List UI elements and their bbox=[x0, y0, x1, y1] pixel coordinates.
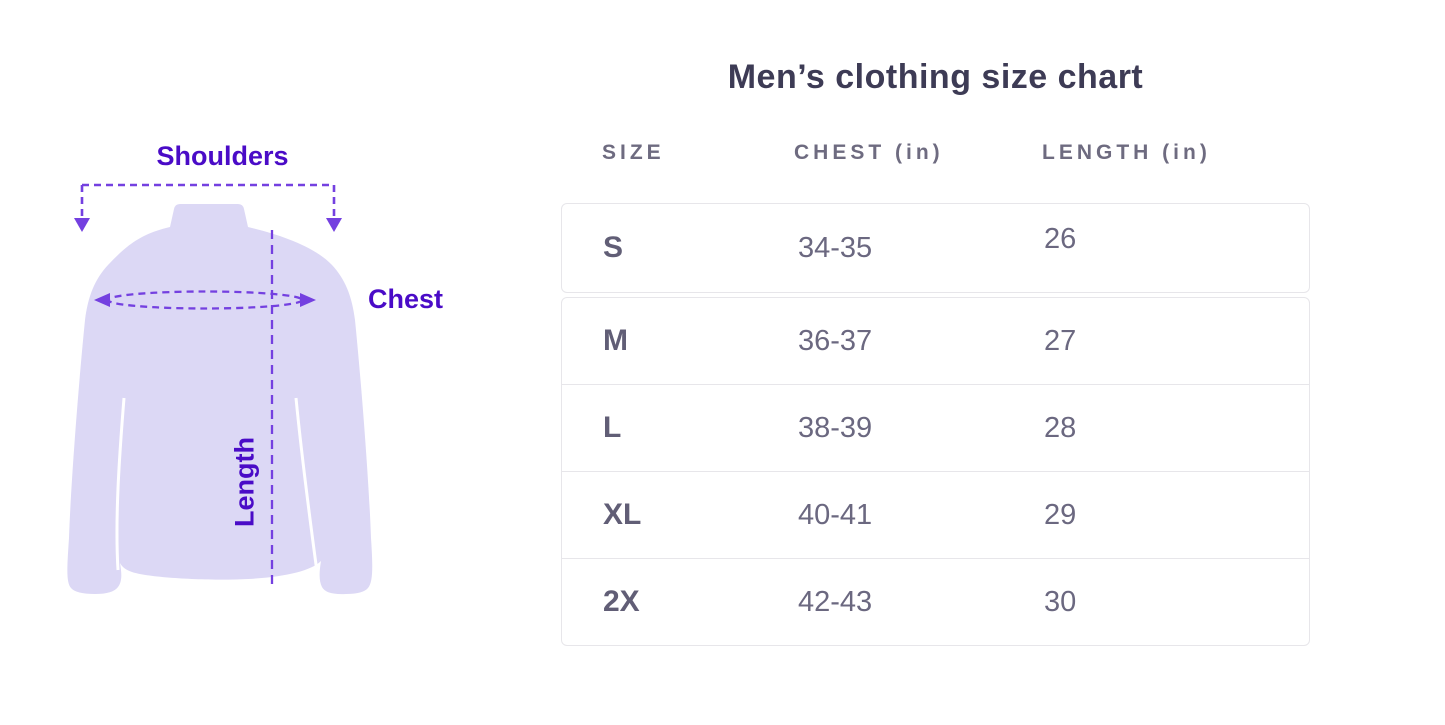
column-header-chest: CHEST (in) bbox=[794, 141, 944, 164]
size-cell: L bbox=[603, 411, 622, 444]
chest-measure-ellipse bbox=[94, 290, 316, 310]
table-row: L 38-39 28 bbox=[562, 384, 1309, 471]
table-row: S 34-35 26 bbox=[562, 204, 1309, 292]
chest-cell: 36-37 bbox=[798, 324, 873, 357]
length-cell: 27 bbox=[1044, 324, 1077, 357]
shirt-illustration bbox=[67, 204, 373, 595]
shoulders-label: Shoulders bbox=[156, 141, 289, 171]
table-row: M 36-37 27 bbox=[562, 298, 1309, 384]
chest-label: Chest bbox=[368, 284, 444, 314]
length-cell: 30 bbox=[1044, 585, 1077, 618]
chest-cell: 38-39 bbox=[798, 411, 873, 444]
shoulders-arrowheads bbox=[74, 218, 342, 232]
size-cell: M bbox=[603, 324, 628, 357]
chest-cell: 42-43 bbox=[798, 585, 873, 618]
chest-cell: 34-35 bbox=[798, 231, 873, 264]
size-cell: S bbox=[603, 231, 624, 264]
shirt-measurement-diagram bbox=[67, 183, 373, 595]
size-table-row-s-box: S 34-35 26 bbox=[561, 203, 1310, 293]
table-row: 2X 42-43 30 bbox=[562, 558, 1309, 645]
column-header-size: SIZE bbox=[602, 141, 665, 164]
table-row: XL 40-41 29 bbox=[562, 471, 1309, 558]
page-title: Men’s clothing size chart bbox=[727, 58, 1144, 96]
shoulders-measure-arrows bbox=[80, 183, 336, 218]
chest-cell: 40-41 bbox=[798, 498, 873, 531]
length-label: Length bbox=[229, 437, 260, 527]
column-header-length: LENGTH (in) bbox=[1042, 141, 1211, 164]
length-cell: 28 bbox=[1044, 411, 1077, 444]
size-cell: 2X bbox=[603, 585, 640, 618]
size-table-body-box: M 36-37 27 L 38-39 28 XL 40-41 29 2X 42-… bbox=[561, 297, 1310, 646]
length-cell: 26 bbox=[1044, 222, 1077, 255]
size-cell: XL bbox=[603, 498, 642, 531]
length-cell: 29 bbox=[1044, 498, 1077, 531]
